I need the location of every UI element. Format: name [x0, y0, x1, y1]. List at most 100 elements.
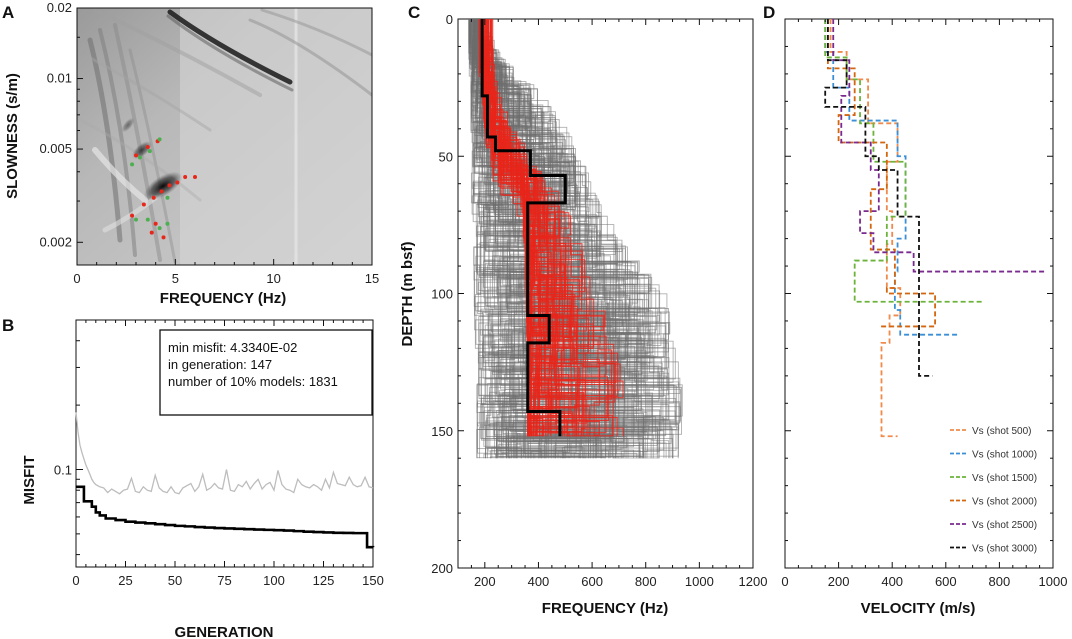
- panel-d-xtick-label-3: 600: [935, 574, 957, 589]
- panel-d-letter: D: [763, 3, 775, 22]
- panel-a-picks: [130, 137, 197, 240]
- panel-d-legend-label-2: Vs (shot 1500): [972, 473, 1037, 484]
- panel-c-ytick-label-1: 50: [439, 149, 453, 164]
- panel-c-letter: C: [408, 3, 420, 22]
- panel-d-legend-label-5: Vs (shot 3000): [972, 544, 1037, 555]
- panel-a: A: [2, 0, 379, 307]
- panel-d-series-3: [826, 19, 936, 328]
- panel-a-pick-green: [145, 217, 150, 222]
- panel-d-xtick-label-4: 800: [989, 574, 1011, 589]
- panel-a-pick-green: [147, 149, 152, 154]
- panel-a-pick-red: [145, 145, 150, 150]
- panel-d-series-1: [824, 19, 960, 336]
- panel-d-legend-label-1: Vs (shot 1000): [972, 450, 1037, 461]
- panel-a-pick-red: [183, 174, 188, 179]
- panel-b-xlabel: GENERATION: [175, 624, 274, 639]
- panel-a-pick-red: [130, 213, 135, 218]
- panel-d-xtick-label-1: 200: [828, 574, 850, 589]
- panel-b-ytick-label-0: 0.1: [54, 462, 72, 477]
- panel-c-gray-profile: [468, 19, 639, 459]
- panel-c-ytick-label-4: 200: [431, 561, 453, 576]
- panel-a-ytick-label-3: 0.02: [47, 0, 72, 15]
- panel-c-ytick-label-2: 100: [431, 287, 453, 302]
- panel-d-plot: [824, 19, 1045, 438]
- panel-a-xtick-label-3: 15: [365, 271, 379, 286]
- panel-b-plot: [75, 412, 375, 549]
- panel-c-xtick-label-3: 800: [635, 574, 657, 589]
- panel-d-legend: Vs (shot 500) Vs (shot 1000) Vs (shot 1500…: [950, 426, 1037, 555]
- panel-a-pick-green: [134, 217, 138, 222]
- panel-c-gray-profile: [468, 19, 660, 459]
- panel-d-xlabel: VELOCITY (m/s): [861, 600, 976, 617]
- panel-a-pick-red: [153, 221, 158, 226]
- panel-a-pick-green: [157, 137, 162, 142]
- panel-b-xtick-label-5: 125: [313, 573, 335, 588]
- panel-a-letter: A: [2, 3, 14, 22]
- panel-b-xtick-label-3: 75: [217, 573, 231, 588]
- panel-a-pick-red: [159, 189, 164, 194]
- panel-d-axes: 0 200 400 600 800 1000: [781, 18, 1067, 589]
- panel-a-pick-red: [151, 195, 156, 200]
- panel-a-xtick-label-0: 0: [73, 271, 80, 286]
- panel-b-xtick-label-0: 0: [72, 573, 79, 588]
- panel-b-generation: in generation: 147: [168, 357, 272, 372]
- panel-b-letter: B: [2, 316, 14, 335]
- panel-d-xtick-label-2: 400: [881, 574, 903, 589]
- panel-a-pick-red: [175, 180, 180, 185]
- panel-c-xtick-label-2: 600: [581, 574, 603, 589]
- panel-b-info-box: [159, 329, 373, 416]
- panel-c-red-profile: [482, 19, 624, 437]
- panel-d-xtick-label-0: 0: [781, 574, 788, 589]
- panel-c-gray-profile: [472, 19, 625, 459]
- panel-b: B min misfit: 4.3340E-02 in generation: …: [2, 316, 384, 639]
- panel-a-ylabel: SLOWNESS (s/m): [4, 73, 21, 199]
- panel-a-pick-red: [134, 153, 138, 158]
- panel-a-pick-red: [167, 183, 172, 188]
- panel-a-xtick-label-2: 10: [266, 271, 280, 286]
- panel-c: C 200 400 600 800 1000 1200 0 50 100 150 200 FREQU…: [399, 3, 767, 617]
- panel-a-pick-green: [165, 195, 170, 200]
- panel-a-xtick-label-1: 5: [172, 271, 179, 286]
- panel-d-legend-label-0: Vs (shot 500): [972, 426, 1031, 437]
- panel-a-ytick-label-0: 0.002: [39, 234, 72, 249]
- panel-a-pick-red: [161, 235, 166, 240]
- panel-b-min-misfit: min misfit: 4.3340E-02: [168, 340, 297, 355]
- panel-d-legend-label-3: Vs (shot 2000): [972, 497, 1037, 508]
- panel-a-pick-green: [130, 162, 135, 167]
- panel-b-ylabel: MISFIT: [21, 455, 38, 504]
- panel-a-pick-red: [141, 202, 146, 207]
- panel-c-xtick-label-0: 200: [474, 574, 496, 589]
- panel-d-legend-label-4: Vs (shot 2500): [972, 520, 1037, 531]
- panel-c-xtick-label-1: 400: [528, 574, 550, 589]
- panel-c-ytick-label-3: 150: [431, 424, 453, 439]
- panel-a-ytick-label-1: 0.005: [39, 141, 72, 156]
- panel-a-energy-peak: [143, 171, 183, 201]
- panel-c-xtick-label-5: 1200: [739, 574, 768, 589]
- panel-b-series-10pct: [75, 412, 374, 495]
- panel-c-red-profile: [487, 19, 585, 437]
- panel-d-series-5: [824, 19, 933, 377]
- panel-a-pick-green: [137, 155, 142, 160]
- panel-a-pick-red: [193, 174, 197, 179]
- panel-c-gray-profile: [470, 19, 626, 459]
- panel-c-gray-profile: [476, 19, 642, 459]
- panel-a-ripples: [78, 8, 372, 264]
- panel-c-xlabel: FREQUENCY (Hz): [542, 600, 668, 617]
- panel-b-xtick-label-6: 150: [362, 573, 384, 588]
- panel-a-axes: 0 5 10 15 0.002 0.005 0.01 0.02: [39, 0, 379, 286]
- panel-c-ytick-label-0: 0: [446, 12, 453, 27]
- panel-c-best-profile: [480, 19, 567, 437]
- panel-d: D 0 200 400 600 800 1000 Vs (shot 500)Vs (sho…: [763, 3, 1067, 617]
- panel-a-image: [77, 8, 372, 265]
- panel-a-pick-red: [149, 230, 154, 235]
- panel-b-xtick-label-2: 50: [168, 573, 182, 588]
- panel-b-xtick-label-1: 25: [118, 573, 132, 588]
- panel-c-plot: [468, 19, 683, 459]
- panel-c-xtick-label-4: 1000: [685, 574, 714, 589]
- panel-b-series-best: [76, 485, 375, 549]
- panel-a-xlabel: FREQUENCY (Hz): [160, 290, 286, 307]
- panel-b-xtick-label-4: 100: [263, 573, 285, 588]
- panel-c-gray-profile: [476, 19, 605, 459]
- panel-a-pick-green: [165, 221, 170, 226]
